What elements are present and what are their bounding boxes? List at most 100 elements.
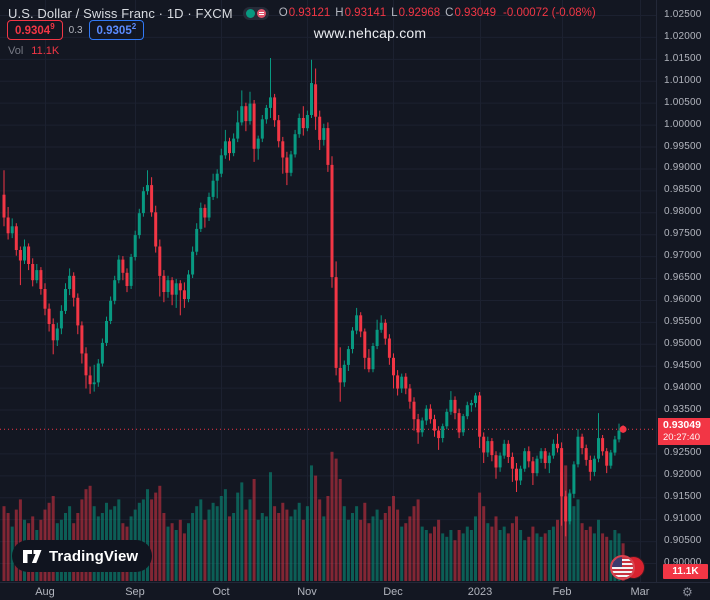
volume-bar — [158, 485, 162, 581]
volume-bar — [326, 496, 330, 581]
volume-bar — [318, 499, 322, 581]
candle-body — [113, 280, 117, 301]
volume-bar — [613, 530, 617, 581]
volume-bar — [18, 499, 22, 581]
current-price-value: 0.93049 — [663, 419, 701, 432]
volume-bar — [584, 530, 588, 581]
teal-dot-icon — [245, 8, 255, 18]
bar-countdown: 20:27:40 — [663, 432, 700, 444]
volume-bar — [539, 536, 543, 581]
candle-body — [433, 419, 436, 431]
chart-canvas[interactable] — [0, 0, 656, 582]
buy-price-main: 0.9305 — [96, 24, 132, 37]
candle-body — [416, 419, 420, 433]
candle-body — [564, 496, 568, 522]
volume-bar — [355, 506, 359, 581]
candle-body — [334, 277, 338, 368]
candle-body — [191, 251, 195, 275]
time-axis[interactable]: Aug Sep Oct Nov Dec 2023 Feb Mar ⚙ — [0, 582, 710, 600]
buy-price-button[interactable]: 0.93052 — [88, 20, 145, 40]
volume-bar — [285, 509, 289, 581]
volume-bar — [576, 499, 580, 581]
high-label: H — [335, 7, 344, 19]
volume-bar — [211, 502, 215, 581]
volume-bar — [379, 519, 383, 581]
candle-body — [400, 376, 404, 389]
symbol-pair-toggle[interactable] — [242, 6, 269, 20]
volume-bar — [334, 458, 338, 581]
tradingview-logo[interactable]: TradingView — [12, 540, 153, 572]
price-tick-label: 0.90500 — [664, 535, 702, 547]
volume-bar — [273, 506, 277, 581]
volume-bar — [560, 472, 564, 581]
candle-body — [601, 438, 605, 452]
volume-bar — [510, 523, 514, 581]
candle-body — [412, 401, 416, 420]
candle-body — [371, 346, 375, 370]
high-value: 0.93141 — [344, 7, 387, 19]
candle-body — [18, 250, 22, 261]
candle-body — [613, 439, 617, 453]
volume-bar — [322, 516, 326, 581]
candle-body — [88, 375, 92, 385]
candle-body — [469, 403, 473, 406]
candle-body — [330, 164, 334, 278]
volume-bar — [351, 513, 354, 581]
volume-bar — [568, 492, 572, 581]
gear-icon[interactable]: ⚙ — [682, 585, 693, 599]
candle-body — [383, 322, 387, 339]
sell-price-button[interactable]: 0.93049 — [7, 20, 63, 40]
candlestick-chart[interactable] — [0, 0, 656, 582]
candle-body — [23, 246, 26, 261]
volume-bar — [396, 509, 400, 581]
candle-body — [203, 207, 207, 218]
candle-body — [289, 154, 293, 173]
volume-bar — [474, 516, 477, 581]
volume-bar — [260, 513, 264, 581]
volume-bar — [182, 533, 186, 581]
candle-body — [232, 138, 236, 154]
candle-body — [441, 426, 445, 438]
volume-bar — [191, 513, 195, 581]
volume-bar — [232, 513, 236, 581]
candle-body — [367, 357, 371, 370]
price-tick-label: 0.96500 — [664, 272, 702, 284]
candle-body — [158, 246, 162, 276]
candle-body — [125, 272, 129, 286]
candle-body — [597, 438, 600, 459]
price-axis[interactable]: 1.02500 1.02000 1.01500 1.01000 1.00500 1.000… — [656, 0, 710, 582]
candle-body — [314, 84, 318, 117]
candle-body — [420, 420, 424, 433]
candle-body — [27, 246, 31, 264]
volume-bar — [166, 526, 170, 581]
candle-body — [285, 157, 289, 173]
candle-body — [187, 274, 190, 300]
candle-body — [363, 331, 367, 358]
time-tick-label: Mar — [630, 586, 650, 598]
volume-value: 11.1K — [31, 45, 60, 57]
volume-bar — [338, 479, 342, 581]
candle-body — [154, 212, 158, 247]
candle-body — [449, 399, 453, 412]
volume-bar — [6, 513, 10, 581]
volume-bar — [605, 536, 609, 581]
volume-bar — [330, 451, 334, 581]
price-tick-label: 0.99000 — [664, 162, 702, 174]
volume-bar — [420, 526, 424, 581]
candle-body — [404, 376, 408, 389]
volume-bar — [174, 530, 178, 581]
candle-body — [31, 264, 35, 281]
time-tick-label: Dec — [383, 586, 403, 598]
candle-body — [211, 180, 215, 197]
candle-body — [256, 138, 260, 149]
candle-body — [269, 97, 272, 108]
candle-body — [465, 405, 469, 417]
candle-body — [273, 97, 277, 121]
candle-body — [166, 280, 170, 292]
grid-lines — [0, 0, 656, 582]
volume-bar — [293, 509, 297, 581]
volume-bar — [465, 526, 469, 581]
volume-bar — [141, 499, 145, 581]
volume-bar — [252, 479, 256, 581]
candle-body — [392, 357, 395, 376]
